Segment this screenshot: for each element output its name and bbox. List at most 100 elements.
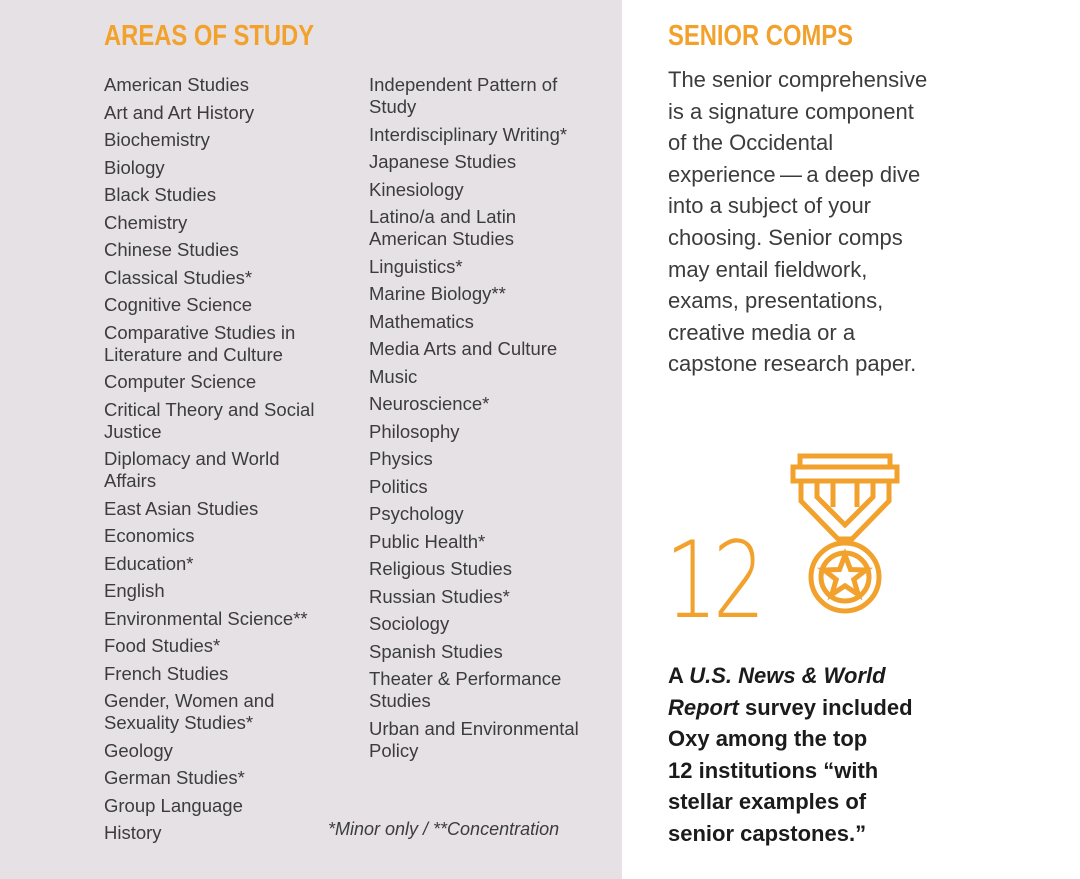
study-area-item: Japanese Studies [369,151,599,173]
study-area-line: Art and Art History [104,101,255,123]
study-area-line: Chinese Studies [104,239,239,260]
study-area-item: Chemistry [104,212,334,234]
quote-line: Report survey included [668,694,913,720]
study-area-line: Independent Pattern of [369,74,558,95]
study-area-line: Comparative Studies in [104,321,296,343]
senior-comps-heading: SENIOR COMPS [668,20,853,52]
study-area-item: Russian Studies* [369,586,599,608]
study-area-line: Media Arts and Culture [369,338,558,359]
description-line: experience — a deep dive [668,161,921,187]
study-area-line: Kinesiology [369,178,464,200]
stat-number: 12 [665,519,766,642]
study-area-line: American Studies [369,228,514,249]
study-list-column-2: Independent Pattern of Study Interdiscipli… [369,74,599,767]
study-area-item: Physics [369,448,599,470]
study-area-line: German Studies* [104,767,245,788]
study-area-line: Spanish Studies [369,640,503,662]
quote-line: A U.S. News & World [668,663,886,688]
study-area-line: Affairs [104,470,157,491]
study-area-line: History [104,822,162,843]
study-area-item: Geology [104,740,334,762]
areas-of-study-panel [0,0,622,879]
study-area-item: Critical Theory and Social Justice [104,399,334,443]
study-area-line: Gender, Women and [104,690,275,711]
study-area-line: Education* [104,552,194,574]
study-area-item: Environmental Science** [104,608,334,630]
study-area-item: Mathematics [369,311,599,333]
study-area-item: Classical Studies* [104,267,334,289]
study-area-line: Linguistics* [369,255,463,277]
description-line: is a signature component [668,98,914,124]
study-area-line: Chemistry [104,211,188,233]
study-area-line: Sociology [369,613,450,634]
study-area-line: Psychology [369,503,464,524]
quote-line: stellar examples of [668,789,867,815]
study-area-item: Theater & Performance Studies [369,668,599,712]
study-area-item: Music [369,366,599,388]
study-area-line: French Studies [104,662,229,684]
study-area-item: Biochemistry [104,129,334,151]
study-area-line: Russian Studies* [369,585,510,607]
study-area-line: Economics [104,525,195,546]
study-area-item: American Studies [104,74,334,96]
study-area-item: Diplomacy and World Affairs [104,448,334,492]
study-area-line: American Studies [104,74,249,95]
description-line: The senior comprehensive [668,67,928,92]
footnote: *Minor only / **Concentration [328,819,560,839]
medal-icon [790,453,900,614]
study-area-line: Marine Biology** [369,283,506,304]
study-area-item: Art and Art History [104,102,334,124]
study-area-line: Biology [104,156,165,178]
study-area-item: Philosophy [369,421,599,443]
study-area-item: Public Health* [369,531,599,553]
study-area-item: German Studies* [104,767,334,789]
study-area-line: Urban and Environmental [369,717,579,739]
quote-line: senior capstones.” [668,820,867,846]
study-area-line: Food Studies* [104,635,221,656]
study-area-item: English [104,580,334,602]
study-area-line: Computer Science [104,371,257,392]
study-area-item: Media Arts and Culture [369,338,599,360]
description-line: exams, presentations, [668,288,884,314]
study-area-item: Latino/a and Latin American Studies [369,206,599,250]
study-area-line: Diplomacy and World [104,448,280,469]
study-area-item: Education* [104,553,334,575]
study-area-line: English [104,580,165,601]
study-area-item: Urban and Environmental Policy [369,718,599,762]
quote-line: 12 institutions “with [668,757,879,783]
study-area-line: Mathematics [369,310,474,332]
areas-of-study-heading: AREAS OF STUDY [104,20,315,52]
study-area-line: Justice [104,420,162,442]
study-area-line: Physics [369,448,433,469]
study-area-line: Neuroscience* [369,393,490,414]
study-area-item: History [104,822,334,844]
study-area-item: Interdisciplinary Writing* [369,124,599,146]
study-area-item: Marine Biology** [369,283,599,305]
study-area-line: Group Language [104,794,243,816]
study-area-line: Sexuality Studies* [104,712,254,733]
study-area-item: Independent Pattern of Study [369,74,599,118]
quote-line: Oxy among the top [668,726,868,752]
study-area-item: Group Language [104,795,334,817]
study-area-line: Latino/a and Latin [369,206,517,227]
study-area-item: French Studies [104,663,334,685]
study-area-line: Music [369,365,418,387]
study-area-item: Neuroscience* [369,393,599,415]
study-area-item: Comparative Studies in Literature and Cul… [104,322,334,366]
study-area-item: Spanish Studies [369,641,599,663]
study-area-line: Interdisciplinary Writing* [369,123,568,145]
study-area-item: Cognitive Science [104,294,334,316]
study-area-line: Black Studies [104,184,217,205]
study-area-line: Studies [369,690,431,711]
study-area-item: Economics [104,525,334,547]
rankings-quote: A U.S. News & World Report survey includ… [668,660,958,850]
description-line: creative media or a [668,319,856,345]
study-area-line: Critical Theory and Social [104,398,315,420]
study-area-line: Politics [369,475,428,497]
study-area-item: Religious Studies [369,558,599,580]
study-area-item: Kinesiology [369,179,599,201]
study-area-line: Cognitive Science [104,294,253,315]
study-area-item: East Asian Studies [104,498,334,520]
study-area-item: Computer Science [104,371,334,393]
study-area-line: Philosophy [369,420,460,442]
